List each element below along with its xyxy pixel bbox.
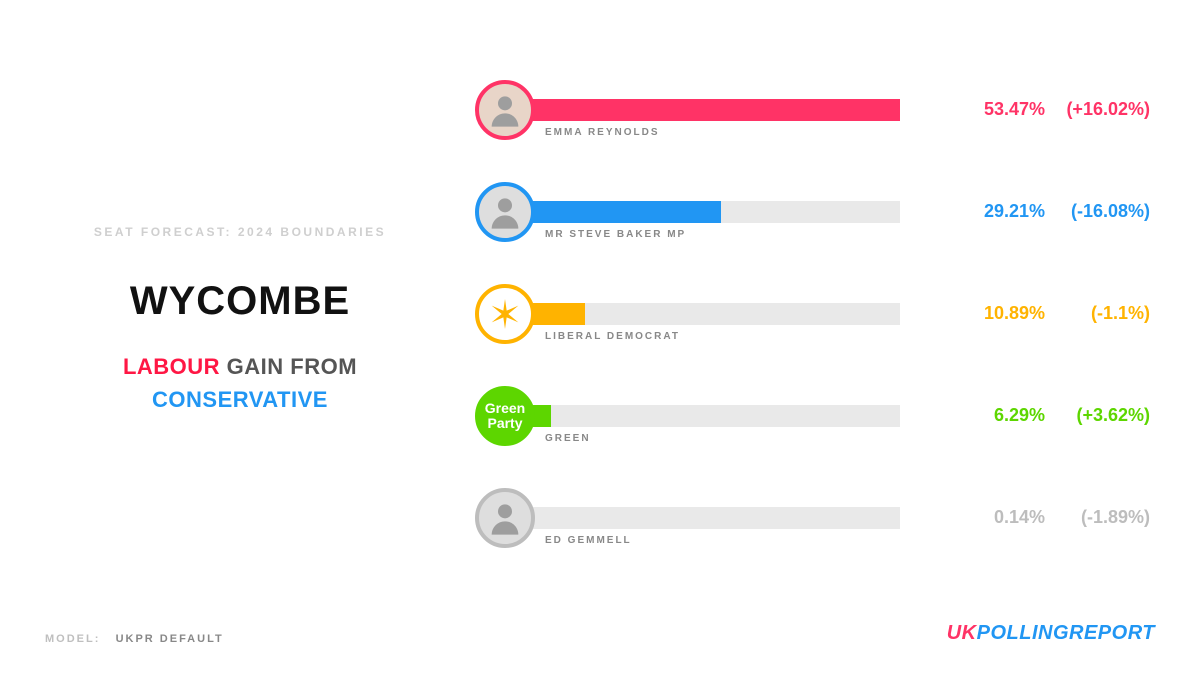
bar-track xyxy=(505,507,900,529)
candidate-values: 29.21%(-16.08%) xyxy=(965,201,1150,222)
candidate-avatar xyxy=(475,284,535,344)
brand-prefix: UK xyxy=(947,622,977,644)
vote-percent: 10.89% xyxy=(965,303,1045,324)
candidate-avatar xyxy=(475,80,535,140)
vote-percent: 53.47% xyxy=(965,99,1045,120)
candidate-values: 6.29%(+3.62%) xyxy=(965,405,1150,426)
left-panel: SEAT FORECAST: 2024 BOUNDARIES WYCOMBE L… xyxy=(60,225,420,416)
candidate-bar-chart: EMMA REYNOLDS 53.47%(+16.02%) MR STEVE BAK… xyxy=(475,85,1155,595)
vote-percent: 6.29% xyxy=(965,405,1045,426)
avatar-text: GreenParty xyxy=(485,401,525,432)
candidate-label: ED GEMMELL xyxy=(545,535,632,546)
vote-delta: (-1.89%) xyxy=(1045,507,1150,528)
brand-suffix: POLLINGREPORT xyxy=(977,622,1155,644)
candidate-label: MR STEVE BAKER MP xyxy=(545,229,686,240)
candidate-label: LIBERAL DEMOCRAT xyxy=(545,331,680,342)
result-mid-text: GAIN FROM xyxy=(220,354,357,379)
card-footer: MODEL: UKPR DEFAULT UKPOLLINGREPORT xyxy=(45,622,1155,645)
candidate-avatar xyxy=(475,488,535,548)
brand-logo: UKPOLLINGREPORT xyxy=(947,622,1155,645)
candidate-row: MR STEVE BAKER MP 29.21%(-16.08%) xyxy=(475,187,1155,259)
candidate-row: EMMA REYNOLDS 53.47%(+16.02%) xyxy=(475,85,1155,157)
candidate-row: LIBERAL DEMOCRAT 10.89%(-1.1%) xyxy=(475,289,1155,361)
model-value: UKPR DEFAULT xyxy=(116,633,224,645)
candidate-row: ED GEMMELL 0.14%(-1.89%) xyxy=(475,493,1155,565)
bar-fill xyxy=(505,99,900,121)
winning-party: LABOUR xyxy=(123,354,220,379)
losing-party: CONSERVATIVE xyxy=(152,387,328,412)
candidate-avatar: GreenParty xyxy=(475,386,535,446)
model-indicator: MODEL: UKPR DEFAULT xyxy=(45,633,224,645)
vote-delta: (+3.62%) xyxy=(1045,405,1150,426)
forecast-card: SEAT FORECAST: 2024 BOUNDARIES WYCOMBE L… xyxy=(0,0,1200,675)
bar-track xyxy=(505,405,900,427)
vote-percent: 0.14% xyxy=(965,507,1045,528)
result-summary: LABOUR GAIN FROM CONSERVATIVE xyxy=(60,350,420,416)
candidate-values: 53.47%(+16.02%) xyxy=(965,99,1150,120)
candidate-values: 10.89%(-1.1%) xyxy=(965,303,1150,324)
candidate-row: GreenParty GREEN 6.29%(+3.62%) xyxy=(475,391,1155,463)
model-label: MODEL: xyxy=(45,633,100,645)
bar-fill xyxy=(505,201,721,223)
candidate-avatar xyxy=(475,182,535,242)
candidate-values: 0.14%(-1.89%) xyxy=(965,507,1150,528)
forecast-overline: SEAT FORECAST: 2024 BOUNDARIES xyxy=(60,225,420,239)
vote-percent: 29.21% xyxy=(965,201,1045,222)
candidate-label: EMMA REYNOLDS xyxy=(545,127,660,138)
vote-delta: (-1.1%) xyxy=(1045,303,1150,324)
candidate-label: GREEN xyxy=(545,433,591,444)
vote-delta: (+16.02%) xyxy=(1045,99,1150,120)
seat-name: WYCOMBE xyxy=(60,279,420,324)
vote-delta: (-16.08%) xyxy=(1045,201,1150,222)
